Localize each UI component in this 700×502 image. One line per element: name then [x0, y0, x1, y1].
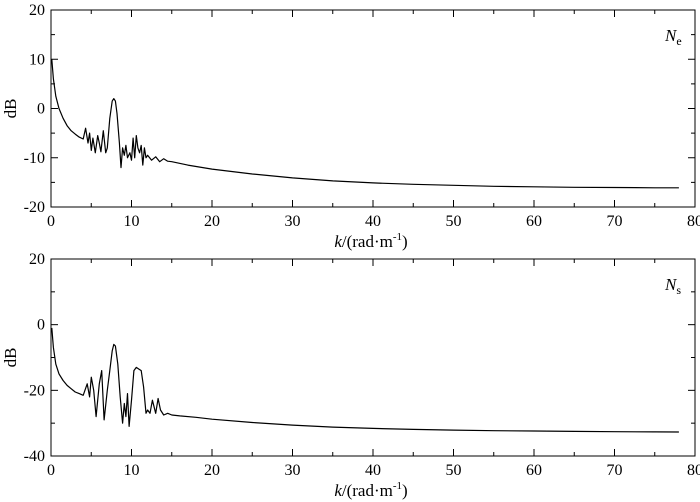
annotation-sub: e [676, 34, 681, 48]
x-tick-label: 0 [47, 462, 55, 479]
x-tick-label: 60 [526, 213, 542, 230]
x-tick-label: 40 [365, 462, 381, 479]
x-tick-label: 60 [526, 462, 542, 479]
x-axis-label: k/(rad·m-1) [334, 231, 407, 251]
x-tick-label: 80 [687, 462, 700, 479]
x-tick-label: 40 [365, 213, 381, 230]
y-tick-label: 0 [37, 317, 45, 334]
chart-panel-1: 0 10 20 30 40 50 60 70 80 20 10 0 -10 -20 dB k/(rad·m-1… [1, 2, 700, 251]
x-axis-label-exponent: -1 [393, 480, 402, 492]
annotation-sub: s [676, 283, 681, 297]
y-axis-label: dB [1, 99, 20, 119]
x-tick-label: 0 [47, 213, 55, 230]
y-tick-label: 20 [29, 2, 45, 19]
x-tick-label: 30 [285, 213, 301, 230]
annotation-main: N [664, 26, 678, 45]
series-line [51, 327, 679, 433]
x-axis-label-unit: /(rad·m [342, 232, 393, 251]
y-tick-label: 10 [29, 51, 45, 68]
y-tick-label: -40 [24, 448, 45, 465]
x-tick-label: 50 [446, 462, 462, 479]
x-tick-label: 80 [687, 213, 700, 230]
x-axis-label-close: ) [402, 232, 408, 251]
chart-panel-2: 0 10 20 30 40 50 60 70 80 20 0 -20 -40 dB k/(rad·m-1) N… [1, 251, 700, 500]
x-tick-label: 50 [446, 213, 462, 230]
x-tick-label: 70 [607, 462, 623, 479]
x-tick-label: 10 [124, 462, 140, 479]
series-annotation: Ne [664, 26, 682, 48]
x-axis-label-unit: /(rad·m [342, 481, 393, 500]
x-tick-label: 20 [204, 462, 220, 479]
y-tick-label: -20 [24, 199, 45, 216]
x-tick-label: 70 [607, 213, 623, 230]
series-line [51, 59, 679, 189]
x-tick-label: 20 [204, 213, 220, 230]
x-tick-label: 10 [124, 213, 140, 230]
y-tick-label: 20 [29, 251, 45, 268]
x-axis-label-exponent: -1 [393, 231, 402, 243]
annotation-main: N [664, 275, 678, 294]
x-axis-label-var: k [334, 232, 342, 251]
y-tick-label: -20 [24, 382, 45, 399]
plot-frame [50, 258, 696, 457]
y-tick-label: -10 [24, 150, 45, 167]
x-axis-label-var: k [334, 481, 342, 500]
x-axis-label-close: ) [402, 481, 408, 500]
x-tick-label: 30 [285, 462, 301, 479]
series-annotation: Ns [664, 275, 681, 297]
x-axis-label: k/(rad·m-1) [334, 480, 407, 500]
plot-frame [50, 9, 696, 208]
y-axis-label: dB [1, 348, 20, 368]
y-tick-label: 0 [37, 101, 45, 118]
